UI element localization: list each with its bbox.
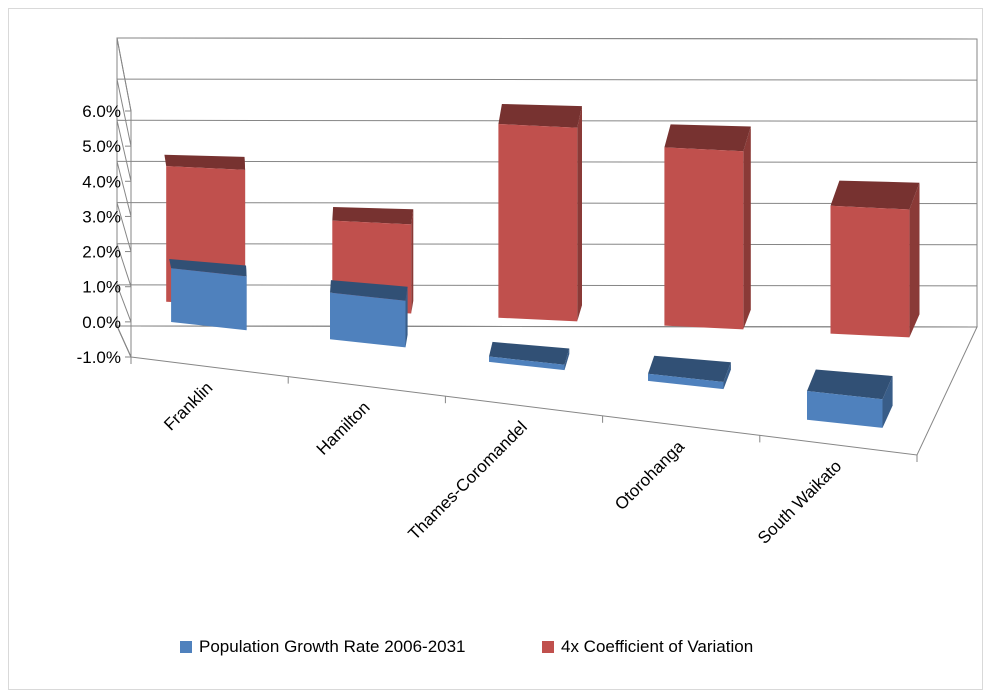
bar-side-face: [405, 286, 408, 348]
bar-side-face: [909, 182, 920, 338]
bar: [489, 341, 570, 371]
bar: [830, 180, 920, 338]
x-category-label: Hamilton: [313, 398, 374, 459]
bar-top-face: [664, 124, 751, 152]
bar-top-face: [164, 154, 246, 170]
x-category-label: Franklin: [160, 378, 216, 434]
bar: [807, 369, 893, 428]
bar-side-face: [723, 362, 731, 390]
y-tick-label: 4.0%: [82, 172, 121, 191]
y-axis-ticks: 6.0% 5.0% 4.0% 3.0% 2.0% 1.0% 0.0% -1.0%: [77, 102, 121, 367]
bar-side-face: [411, 209, 414, 314]
legend-label: Population Growth Rate 2006-2031: [199, 637, 466, 656]
legend-label: 4x Coefficient of Variation: [561, 637, 753, 656]
bar-side-face: [882, 376, 893, 428]
chart-floor: [116, 39, 978, 462]
bar-top-face: [330, 280, 408, 301]
y-tick-label: 6.0%: [82, 102, 121, 121]
bar: [169, 259, 247, 331]
bar-front-face: [664, 147, 744, 330]
bar-top-face: [498, 104, 582, 128]
bar-front-face: [498, 124, 578, 322]
y-tick-label: 3.0%: [82, 207, 121, 226]
legend-swatch: [180, 641, 192, 653]
y-tick-label: -1.0%: [77, 348, 121, 367]
y-tick-label: 1.0%: [82, 278, 121, 297]
bar-side-face: [577, 106, 582, 322]
bar: [498, 104, 582, 322]
bar-side-face: [743, 126, 751, 330]
bar-top-face: [489, 341, 570, 365]
legend: Population Growth Rate 2006-2031 4x Coeff…: [180, 637, 753, 656]
bar: [648, 355, 731, 390]
bar-front-face: [648, 373, 724, 390]
floor-plane: [116, 325, 978, 456]
bar-front-face: [171, 268, 247, 331]
x-category-label: Thames-Coromandel: [404, 417, 530, 543]
bar-front-face: [807, 391, 883, 428]
gridline: [116, 37, 978, 112]
bar-front-face: [330, 292, 406, 348]
bar-top-face: [807, 369, 893, 400]
bar-top-face: [169, 259, 247, 277]
bars: [164, 104, 920, 428]
bar-top-face: [332, 207, 414, 225]
gridline: [116, 78, 978, 147]
x-category-label: South Waikato: [754, 457, 845, 548]
x-category-label: Otorohanga: [611, 437, 688, 514]
bar-side-face: [564, 348, 570, 371]
bar-top-face: [830, 180, 920, 210]
y-tick-label: 5.0%: [82, 137, 121, 156]
legend-item: 4x Coefficient of Variation: [542, 637, 753, 656]
right-edge: [917, 39, 977, 455]
legend-item: Population Growth Rate 2006-2031: [180, 637, 466, 656]
bar: [664, 124, 751, 330]
y-tick-label: 0.0%: [82, 313, 121, 332]
side-wall: [116, 37, 132, 358]
bar-front-face: [489, 356, 565, 371]
bar-top-face: [648, 355, 731, 382]
y-tick-label: 2.0%: [82, 243, 121, 262]
legend-swatch: [542, 641, 554, 653]
bar: [330, 280, 408, 348]
bar-front-face: [830, 205, 910, 338]
